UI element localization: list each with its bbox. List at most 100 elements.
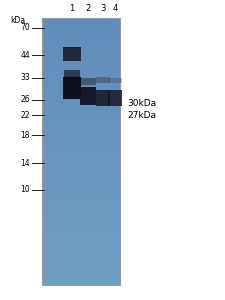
Bar — [42, 54, 120, 56]
Bar — [42, 201, 120, 203]
Bar — [42, 149, 120, 151]
Text: 4: 4 — [112, 4, 118, 13]
Bar — [42, 161, 120, 163]
Text: 3: 3 — [100, 4, 106, 13]
Bar — [42, 140, 120, 141]
Bar — [42, 262, 120, 264]
Bar — [42, 30, 120, 32]
Bar — [42, 39, 120, 41]
Bar — [42, 61, 120, 63]
Bar — [42, 85, 120, 87]
Bar — [42, 86, 120, 88]
Bar — [42, 92, 120, 93]
Bar — [42, 148, 120, 149]
Text: 10: 10 — [20, 185, 30, 194]
Bar — [42, 185, 120, 187]
Bar — [42, 224, 120, 225]
Bar — [42, 125, 120, 127]
Bar — [42, 95, 120, 97]
Bar — [42, 258, 120, 260]
Bar — [42, 130, 120, 132]
Bar — [42, 37, 120, 38]
Bar — [42, 41, 120, 43]
Bar — [42, 25, 120, 26]
Bar — [42, 26, 120, 28]
Bar — [42, 190, 120, 192]
Bar — [42, 158, 120, 160]
Bar — [42, 114, 120, 116]
Bar — [42, 167, 120, 169]
Bar — [42, 197, 120, 199]
Bar — [42, 109, 120, 111]
Text: kDa: kDa — [10, 16, 25, 25]
Bar — [42, 245, 120, 247]
Bar — [42, 214, 120, 216]
Bar — [42, 87, 120, 89]
Bar — [42, 242, 120, 244]
Bar — [42, 205, 120, 207]
Bar — [42, 90, 120, 92]
Bar — [42, 160, 120, 161]
Bar — [42, 141, 120, 143]
Bar — [42, 63, 120, 65]
Bar — [42, 165, 120, 167]
Bar — [42, 241, 120, 243]
Bar — [42, 142, 120, 144]
Bar — [42, 143, 120, 145]
Bar — [42, 182, 120, 184]
Bar — [42, 178, 120, 180]
Bar — [42, 181, 120, 183]
Bar — [42, 204, 120, 206]
Bar — [42, 138, 120, 140]
Bar — [42, 118, 120, 120]
Bar — [42, 122, 120, 124]
Bar — [42, 113, 120, 115]
Bar — [42, 174, 120, 176]
Bar — [42, 277, 120, 279]
Bar — [42, 237, 120, 239]
Bar — [80, 87, 96, 105]
Bar — [42, 225, 120, 227]
Bar — [42, 68, 120, 69]
Bar — [42, 186, 120, 188]
Bar — [42, 157, 120, 159]
Bar — [42, 221, 120, 223]
Bar — [42, 50, 120, 52]
Bar — [42, 208, 120, 209]
Bar — [42, 281, 120, 283]
Bar — [42, 107, 120, 109]
Bar — [42, 38, 120, 40]
Bar — [42, 212, 120, 213]
Bar — [42, 216, 120, 218]
Bar — [108, 77, 122, 83]
Bar — [42, 98, 120, 100]
Bar — [42, 193, 120, 195]
Bar — [63, 77, 81, 99]
Bar — [42, 232, 120, 233]
Bar — [42, 253, 120, 255]
Bar — [42, 269, 120, 271]
Bar — [42, 18, 120, 20]
Bar — [42, 42, 120, 44]
Bar — [42, 133, 120, 135]
Bar — [42, 218, 120, 220]
Bar — [81, 77, 95, 85]
Bar — [42, 124, 120, 125]
Bar — [42, 166, 120, 168]
Bar — [42, 45, 120, 46]
Bar — [42, 56, 120, 57]
Bar — [42, 136, 120, 137]
Bar — [42, 62, 120, 64]
Bar — [42, 273, 120, 275]
Bar — [42, 209, 120, 211]
Bar — [96, 77, 110, 83]
Bar — [42, 196, 120, 197]
Text: 27kDa: 27kDa — [127, 110, 156, 119]
Bar — [42, 101, 120, 103]
Bar — [42, 82, 120, 84]
Bar — [42, 32, 120, 33]
Text: 22: 22 — [20, 110, 30, 119]
Bar — [42, 93, 120, 94]
Bar — [42, 189, 120, 191]
Bar — [42, 170, 120, 172]
